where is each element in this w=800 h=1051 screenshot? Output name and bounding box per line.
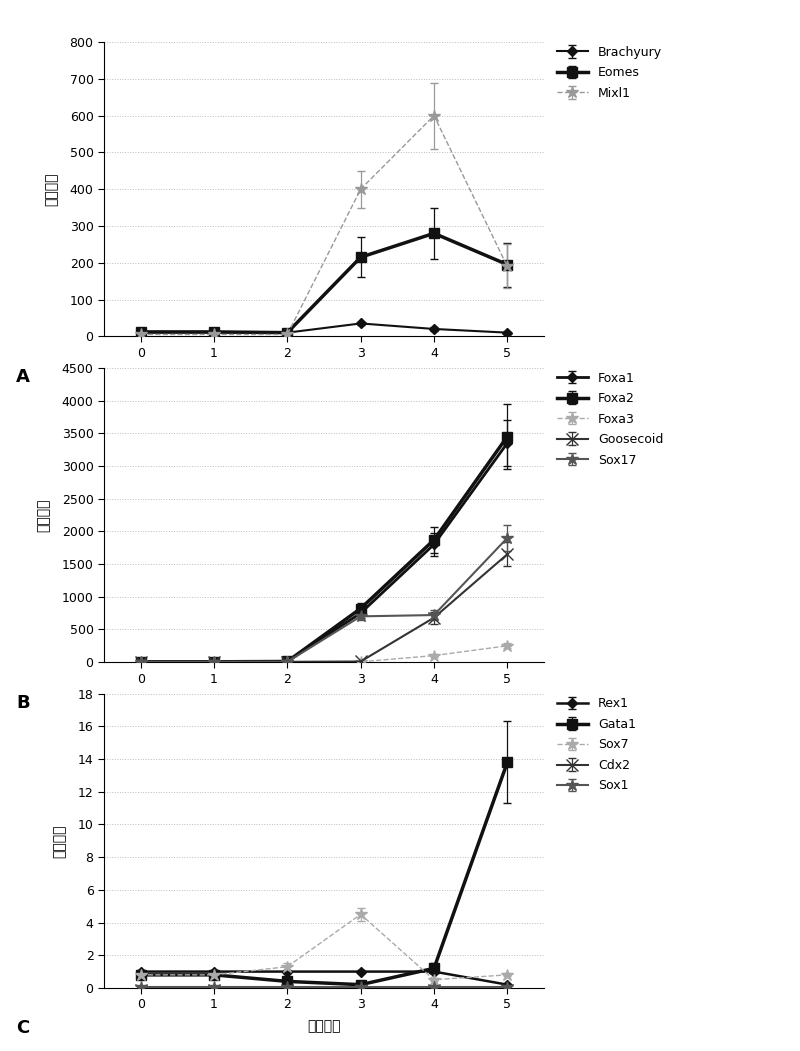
Y-axis label: 变化倍数: 变化倍数 [37,498,50,532]
Text: C: C [16,1019,30,1037]
Legend: Foxa1, Foxa2, Foxa3, Goosecoid, Sox17: Foxa1, Foxa2, Foxa3, Goosecoid, Sox17 [553,368,667,471]
X-axis label: 培养天数: 培养天数 [307,1019,341,1034]
Y-axis label: 变化倍数: 变化倍数 [45,172,58,206]
X-axis label: 培养天数: 培养天数 [307,368,341,383]
Text: B: B [16,694,30,712]
Text: A: A [16,368,30,386]
Legend: Rex1, Gata1, Sox7, Cdx2, Sox1: Rex1, Gata1, Sox7, Cdx2, Sox1 [553,694,639,797]
Y-axis label: 变化倍数: 变化倍数 [53,824,66,858]
Legend: Brachyury, Eomes, Mixl1: Brachyury, Eomes, Mixl1 [553,42,666,104]
X-axis label: 培养天数: 培养天数 [307,694,341,708]
